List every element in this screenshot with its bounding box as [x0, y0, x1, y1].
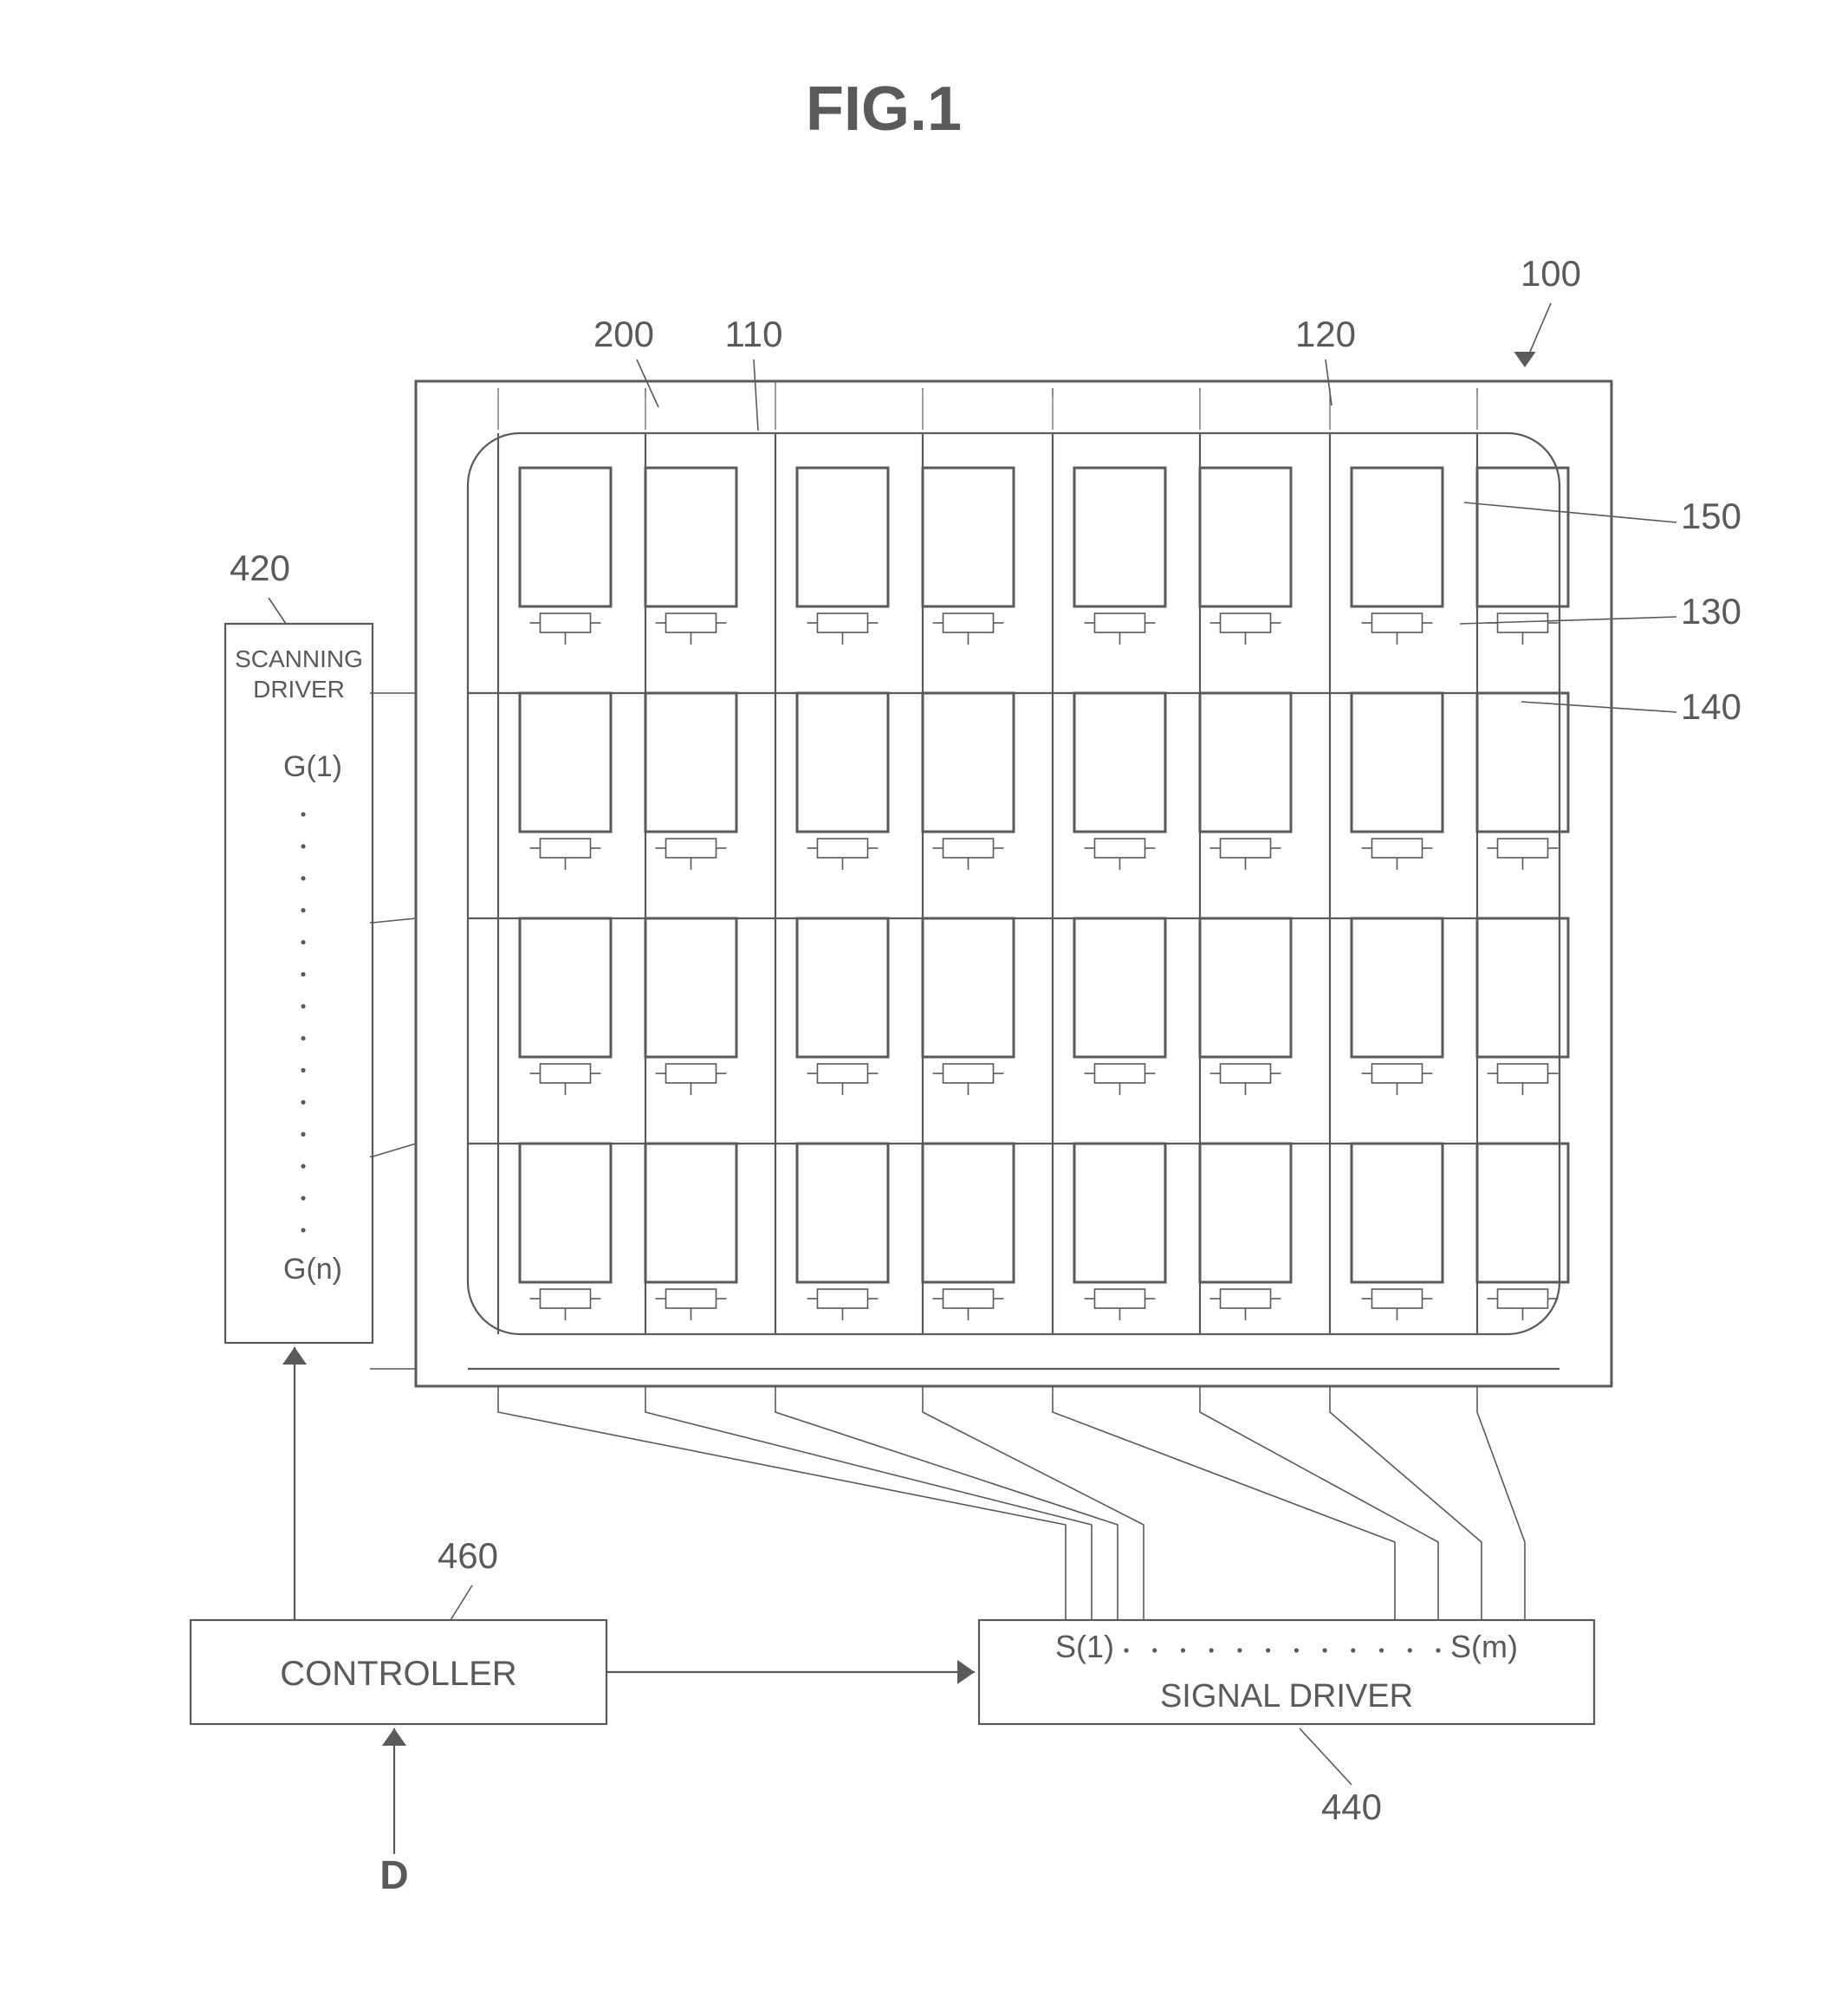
ref-130: 130 [1681, 591, 1741, 632]
scanning-driver-label-2: DRIVER [253, 676, 345, 703]
s1-label: S(1) [1055, 1629, 1114, 1664]
ref-100: 100 [1521, 253, 1581, 294]
controller-label: CONTROLLER [280, 1655, 516, 1693]
signal-driver: SIGNAL DRIVER S(1) S(m) 440 [498, 1386, 1594, 1827]
ref-460: 460 [438, 1535, 498, 1576]
scanning-driver: SCANNING DRIVER G(1) G(n) 420 [225, 548, 373, 1343]
controller: CONTROLLER 460 D [191, 1347, 975, 1897]
ref-150: 150 [1681, 496, 1741, 536]
display-panel [416, 381, 1611, 1386]
ref-120: 120 [1295, 314, 1356, 354]
signal-driver-label: SIGNAL DRIVER [1160, 1678, 1413, 1715]
sm-label: S(m) [1450, 1629, 1518, 1664]
ref-200: 200 [593, 314, 654, 354]
ref-110: 110 [725, 314, 783, 354]
d-input-label: D [379, 1852, 408, 1897]
g1-label: G(1) [283, 750, 342, 783]
ref-420: 420 [230, 548, 290, 588]
ref-440: 440 [1321, 1786, 1382, 1827]
scanning-driver-label-1: SCANNING [235, 645, 363, 672]
figure-title: FIG.1 [806, 75, 962, 144]
gn-label: G(n) [283, 1253, 342, 1286]
ref-140: 140 [1681, 686, 1741, 727]
